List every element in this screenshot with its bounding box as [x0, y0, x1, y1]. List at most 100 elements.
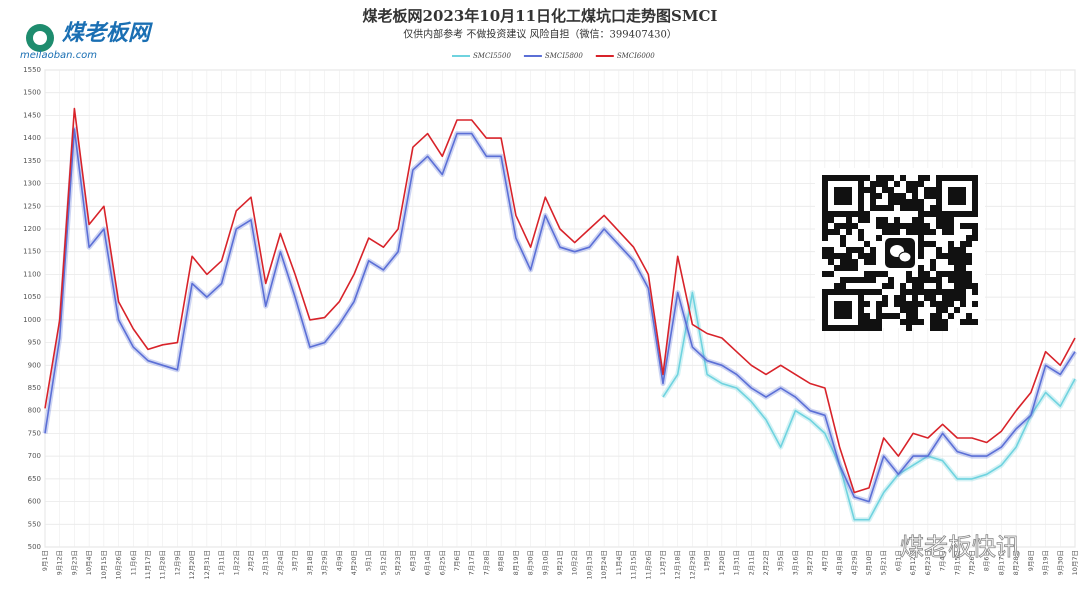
qr-module: [888, 313, 894, 319]
x-tick-label: 9月10日: [541, 550, 549, 575]
qr-module: [966, 271, 972, 277]
legend-label: SMCI5500: [473, 52, 511, 60]
x-tick-label: 12月7日: [659, 550, 667, 575]
line: [662, 291, 1076, 521]
qr-module: [876, 271, 882, 277]
qr-module: [894, 199, 900, 205]
qr-module: [894, 301, 900, 307]
x-tick-label: 2月24日: [276, 550, 284, 575]
qr-module: [876, 181, 882, 187]
qr-module: [954, 289, 960, 295]
qr-module: [942, 229, 948, 235]
qr-module: [888, 283, 894, 289]
qr-module: [900, 223, 906, 229]
qr-module: [960, 253, 966, 259]
qr-module: [882, 205, 888, 211]
x-tick-label: 5月23日: [394, 550, 402, 575]
qr-module: [966, 259, 972, 265]
qr-module: [852, 223, 858, 229]
qr-module: [840, 283, 846, 289]
qr-module: [876, 193, 882, 199]
qr-module: [942, 217, 948, 223]
qr-module: [966, 283, 972, 289]
qr-module: [876, 175, 882, 181]
qr-module: [840, 241, 846, 247]
qr-module: [876, 223, 882, 229]
qr-module: [918, 229, 924, 235]
qr-module: [972, 229, 978, 235]
qr-module: [906, 277, 912, 283]
qr-module: [936, 313, 942, 319]
qr-module: [924, 241, 930, 247]
x-tick-label: 10月4日: [85, 550, 93, 575]
qr-module: [840, 265, 846, 271]
qr-module: [966, 235, 972, 241]
qr-module: [948, 241, 954, 247]
qr-module: [876, 289, 882, 295]
qr-finder: [834, 187, 852, 205]
y-tick-label: 550: [28, 520, 41, 528]
qr-module: [840, 223, 846, 229]
x-tick-label: 11月28日: [159, 550, 167, 580]
qr-module: [918, 217, 924, 223]
qr-module: [888, 223, 894, 229]
x-tick-label: 11月6日: [129, 550, 137, 575]
y-tick-label: 850: [28, 384, 41, 392]
qr-module: [828, 271, 834, 277]
qr-module: [822, 247, 828, 253]
qr-module: [918, 289, 924, 295]
qr-module: [906, 289, 912, 295]
qr-module: [954, 271, 960, 277]
qr-module: [876, 325, 882, 331]
qr-module: [852, 265, 858, 271]
qr-module: [972, 235, 978, 241]
qr-module: [948, 271, 954, 277]
qr-module: [954, 259, 960, 265]
qr-module: [900, 289, 906, 295]
x-tick-label: 4月20日: [350, 550, 358, 575]
x-tick-label: 2月13日: [262, 550, 270, 575]
qr-module: [840, 253, 846, 259]
qr-module: [912, 217, 918, 223]
x-tick-label: 10月13日: [585, 550, 593, 580]
qr-module: [894, 217, 900, 223]
qr-module: [966, 241, 972, 247]
x-tick-label: 3月16日: [791, 550, 799, 575]
qr-module: [912, 187, 918, 193]
qr-module: [954, 283, 960, 289]
qr-module: [864, 175, 870, 181]
qr-module: [924, 175, 930, 181]
qr-module: [888, 229, 894, 235]
qr-module: [906, 187, 912, 193]
qr-module: [900, 307, 906, 313]
qr-module: [912, 205, 918, 211]
y-tick-label: 800: [28, 407, 41, 415]
qr-module: [900, 319, 906, 325]
qr-module: [942, 271, 948, 277]
qr-module: [834, 253, 840, 259]
qr-module: [858, 247, 864, 253]
qr-module: [918, 301, 924, 307]
qr-module: [858, 217, 864, 223]
qr-module: [900, 175, 906, 181]
qr-module: [888, 277, 894, 283]
qr-module: [876, 313, 882, 319]
qr-module: [846, 247, 852, 253]
x-tick-label: 8月28日: [1012, 550, 1020, 575]
qr-module: [900, 205, 906, 211]
x-tick-label: 6月1日: [894, 550, 902, 571]
qr-module: [966, 223, 972, 229]
qr-module: [822, 235, 828, 241]
qr-module: [870, 319, 876, 325]
qr-module: [972, 223, 978, 229]
qr-module: [972, 319, 978, 325]
qr-module: [960, 301, 966, 307]
qr-module: [906, 325, 912, 331]
x-tick-label: 5月1日: [365, 550, 373, 571]
qr-module: [912, 319, 918, 325]
qr-module: [906, 307, 912, 313]
qr-module: [846, 253, 852, 259]
qr-module: [948, 313, 954, 319]
qr-module: [846, 223, 852, 229]
x-tick-label: 9月12日: [56, 550, 64, 575]
